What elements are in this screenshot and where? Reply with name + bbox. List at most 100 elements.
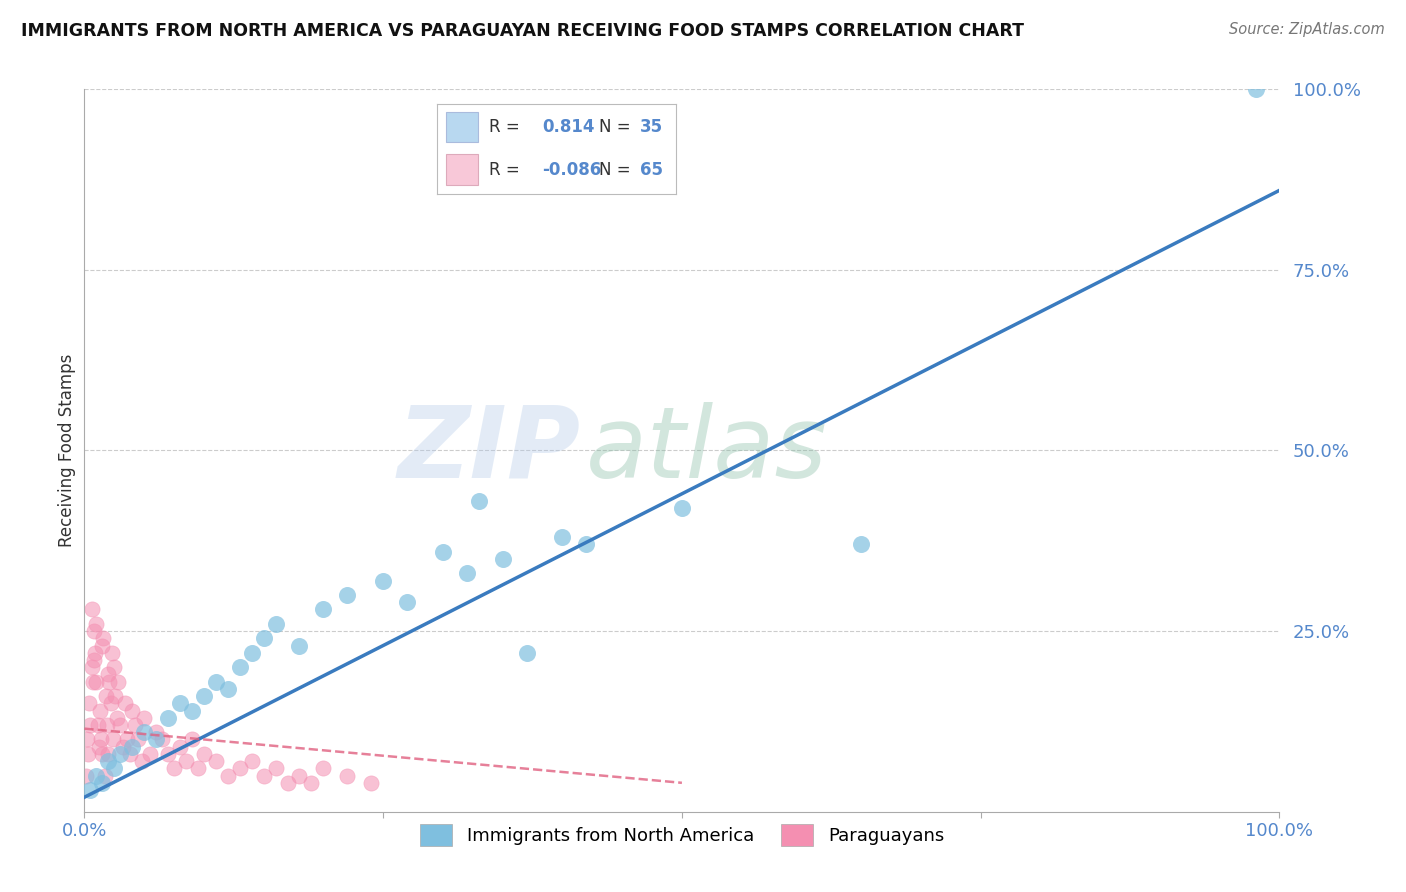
Point <box>301 776 323 790</box>
Point <box>360 776 382 790</box>
Point <box>83 653 105 667</box>
Point <box>93 769 115 783</box>
Point <box>91 747 114 761</box>
Point <box>101 646 124 660</box>
Point <box>432 544 454 558</box>
Point <box>264 761 287 775</box>
Point <box>288 639 311 653</box>
Point <box>240 754 263 768</box>
Point <box>229 761 252 775</box>
Point <box>145 725 167 739</box>
Point <box>105 711 128 725</box>
Text: Source: ZipAtlas.com: Source: ZipAtlas.com <box>1229 22 1385 37</box>
Point <box>79 718 101 732</box>
Point <box>240 646 263 660</box>
Point <box>91 639 114 653</box>
Point <box>94 689 117 703</box>
Point <box>86 674 108 689</box>
Point <box>516 646 538 660</box>
Point <box>336 588 359 602</box>
Point <box>86 718 108 732</box>
Point <box>80 660 103 674</box>
Point <box>83 624 105 639</box>
Point <box>110 718 132 732</box>
Text: ZIP: ZIP <box>398 402 581 499</box>
Point <box>103 761 125 775</box>
Point <box>103 660 125 674</box>
Text: IMMIGRANTS FROM NORTH AMERICA VS PARAGUAYAN RECEIVING FOOD STAMPS CORRELATION CH: IMMIGRANTS FROM NORTH AMERICA VS PARAGUA… <box>21 22 1024 40</box>
Point <box>187 761 209 775</box>
Point <box>127 732 149 747</box>
Point <box>205 754 228 768</box>
Point <box>124 718 146 732</box>
Point <box>79 783 101 797</box>
Point <box>468 494 491 508</box>
Point <box>132 725 156 739</box>
Point <box>312 602 335 616</box>
Point <box>101 732 124 747</box>
Point <box>96 718 118 732</box>
Point <box>277 776 299 790</box>
Point <box>174 754 197 768</box>
Point <box>253 632 276 646</box>
Point <box>97 667 120 681</box>
Point <box>84 646 107 660</box>
Point <box>217 769 239 783</box>
Point <box>1244 82 1267 96</box>
Point <box>181 704 204 718</box>
Point <box>77 747 100 761</box>
Point <box>107 674 129 689</box>
Point <box>89 704 111 718</box>
Point <box>181 732 204 747</box>
Point <box>253 769 276 783</box>
Point <box>76 732 98 747</box>
Point <box>264 616 287 631</box>
Point <box>80 602 103 616</box>
Point <box>229 660 252 674</box>
Point <box>145 732 167 747</box>
Legend: Immigrants from North America, Paraguayans: Immigrants from North America, Paraguaya… <box>412 817 952 854</box>
Point <box>100 696 122 710</box>
Point <box>492 551 515 566</box>
Point <box>139 747 162 761</box>
Point <box>851 537 873 551</box>
Point <box>121 704 143 718</box>
Point <box>193 747 215 761</box>
Point <box>671 501 693 516</box>
Point <box>121 739 143 754</box>
Point <box>169 696 191 710</box>
Point <box>77 696 100 710</box>
Point <box>396 595 419 609</box>
Point <box>169 739 191 754</box>
Point <box>193 689 215 703</box>
Point <box>91 776 114 790</box>
Point <box>97 747 120 761</box>
Point <box>163 761 186 775</box>
Point <box>157 747 180 761</box>
Point <box>336 769 359 783</box>
Point <box>110 747 132 761</box>
Point <box>75 769 97 783</box>
Point <box>205 674 228 689</box>
Point <box>575 537 598 551</box>
Point <box>312 761 335 775</box>
Point <box>98 674 121 689</box>
Point <box>111 739 134 754</box>
Point <box>86 769 108 783</box>
Point <box>551 530 574 544</box>
Point <box>87 739 110 754</box>
Point <box>217 681 239 696</box>
Text: atlas: atlas <box>586 402 828 499</box>
Point <box>93 632 115 646</box>
Point <box>132 711 156 725</box>
Point <box>456 566 478 581</box>
Point <box>157 711 180 725</box>
Point <box>86 616 108 631</box>
Point <box>117 732 139 747</box>
Point <box>373 574 395 588</box>
Point <box>104 689 127 703</box>
Point <box>82 674 104 689</box>
Point <box>131 754 153 768</box>
Point <box>114 696 136 710</box>
Point <box>288 769 311 783</box>
